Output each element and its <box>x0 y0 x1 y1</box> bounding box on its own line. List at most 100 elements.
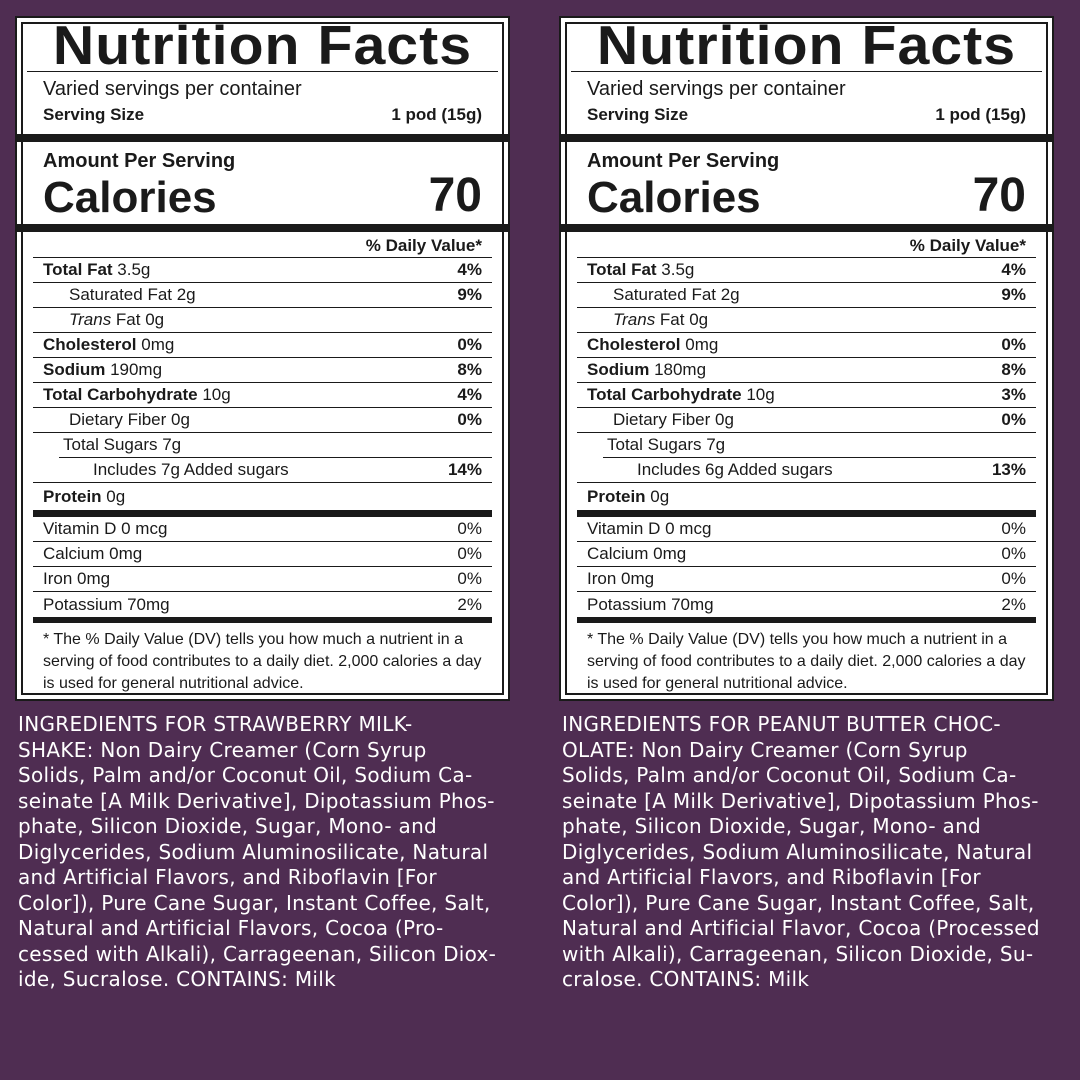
nutrient-amount: Fat 0g <box>111 310 165 329</box>
nutrient-row-dietary-fiber: Dietary Fiber 0g 0% <box>33 408 492 433</box>
nutrition-facts-title: Nutrition Facts <box>596 14 1017 76</box>
nutrient-row-total-fat: Total Fat 3.5g 4% <box>33 258 492 283</box>
nutrient-amount: 190mg <box>105 360 163 379</box>
nutrient-amount: 0g <box>101 486 126 506</box>
nutrient-row-trans-fat: Trans Fat 0g <box>33 308 492 333</box>
nutrient-dv: 13% <box>991 460 1026 479</box>
nutrient-row-dietary-fiber: Dietary Fiber 0g 0% <box>577 408 1036 433</box>
nutrient-dv: 0% <box>1001 410 1026 429</box>
amount-per-serving: Amount Per Serving <box>587 150 780 172</box>
vitamin-row-potassium: Potassium 70mg 2% <box>577 592 1036 617</box>
nutrient-row-total-carbohydrate: Total Carbohydrate 10g 3% <box>577 383 1036 408</box>
nutrient-row-protein: Protein 0g <box>33 483 492 510</box>
vitamin-name: Iron 0mg <box>43 569 111 588</box>
vitamin-dv: 0% <box>1001 569 1026 588</box>
serving-size-row: Serving Size 1 pod (15g) <box>571 103 1042 132</box>
calories-row: Calories 70 <box>27 168 498 220</box>
nutrient-amount: 0g <box>645 486 670 506</box>
vitamin-dv: 0% <box>457 544 482 563</box>
nutrient-dv: 3% <box>1001 385 1026 404</box>
servings-per-container: Varied servings per container <box>587 78 846 100</box>
nutrient-row-added-sugars: Includes 7g Added sugars 14% <box>33 458 492 483</box>
nutrient-row-total-sugars: Total Sugars 7g <box>59 433 492 458</box>
vitamin-dv: 0% <box>1001 519 1026 538</box>
nutrient-row-sodium: Sodium 190mg 8% <box>33 358 492 383</box>
nutrient-name: Saturated Fat 2g <box>69 285 196 304</box>
nutrition-label-left: Nutrition Facts Varied servings per cont… <box>15 16 510 701</box>
nutrient-row-protein: Protein 0g <box>577 483 1036 510</box>
daily-value-footnote: * The % Daily Value (DV) tells you how m… <box>587 631 1026 692</box>
nutrient-amount: 0mg <box>136 335 175 354</box>
vitamin-name: Iron 0mg <box>587 569 655 588</box>
nutrient-row-total-sugars: Total Sugars 7g <box>603 433 1036 458</box>
calories-label: Calories <box>587 173 761 222</box>
daily-value-header: % Daily Value* <box>909 236 1026 255</box>
nutrient-dv: 9% <box>1001 285 1026 304</box>
serving-size-label: Serving Size <box>43 105 145 124</box>
ingredients-peanut-butter-chocolate: INGREDIENTS FOR PEANUT BUTTER CHOC- OLAT… <box>562 712 1040 991</box>
nutrient-name: Total Carbohydrate <box>43 385 198 404</box>
nutrient-amount: 3.5g <box>656 260 695 279</box>
nutrient-row-cholesterol: Cholesterol 0mg 0% <box>577 333 1036 358</box>
calories-value: 70 <box>428 169 482 222</box>
vitamin-dv: 0% <box>457 569 482 588</box>
servings-per-container: Varied servings per container <box>43 78 302 100</box>
nutrient-name: Sodium <box>587 360 650 379</box>
nutrition-label-right: Nutrition Facts Varied servings per cont… <box>559 16 1054 701</box>
nutrient-row-cholesterol: Cholesterol 0mg 0% <box>33 333 492 358</box>
nutrient-name: Saturated Fat 2g <box>613 285 740 304</box>
serving-size-value: 1 pod (15g) <box>935 105 1026 124</box>
nutrient-name: Total Carbohydrate <box>587 385 742 404</box>
serving-size-label: Serving Size <box>587 105 689 124</box>
nutrient-name: Sodium <box>43 360 106 379</box>
vitamin-dv: 0% <box>1001 544 1026 563</box>
nutrition-facts-title: Nutrition Facts <box>52 14 473 76</box>
nutrient-name: Total Sugars 7g <box>607 435 726 454</box>
nutrient-name: Protein <box>587 486 646 506</box>
nutrient-row-added-sugars: Includes 6g Added sugars 13% <box>577 458 1036 483</box>
nutrient-name: Dietary Fiber 0g <box>69 410 190 429</box>
vitamin-row-calcium: Calcium 0mg 0% <box>33 542 492 567</box>
daily-value-header: % Daily Value* <box>365 236 482 255</box>
vitamin-dv: 0% <box>457 519 482 538</box>
nutrient-dv: 9% <box>457 285 482 304</box>
calories-label: Calories <box>43 173 217 222</box>
nutrient-dv: 8% <box>1001 360 1026 379</box>
vitamin-row-iron: Iron 0mg 0% <box>33 567 492 592</box>
vitamin-name: Potassium 70mg <box>43 594 170 614</box>
nutrient-row-total-carbohydrate: Total Carbohydrate 10g 4% <box>33 383 492 408</box>
nutrient-name: Protein <box>43 486 102 506</box>
nutrient-name: Total Sugars 7g <box>63 435 182 454</box>
nutrient-row-saturated-fat: Saturated Fat 2g 9% <box>577 283 1036 308</box>
vitamin-name: Calcium 0mg <box>587 544 687 563</box>
nutrient-name: Includes 6g Added sugars <box>637 460 833 479</box>
nutrient-name: Dietary Fiber 0g <box>613 410 734 429</box>
vitamin-name: Calcium 0mg <box>43 544 143 563</box>
nutrient-amount: 180mg <box>649 360 707 379</box>
nutrient-row-total-fat: Total Fat 3.5g 4% <box>577 258 1036 283</box>
nutrient-amount: 10g <box>741 385 775 404</box>
nutrient-name: Total Fat <box>43 260 113 279</box>
nutrient-dv: 0% <box>457 410 482 429</box>
nutrient-name: Includes 7g Added sugars <box>93 460 289 479</box>
vitamin-row-vitamin-d: Vitamin D 0 mcg 0% <box>577 517 1036 542</box>
amount-per-serving: Amount Per Serving <box>43 150 236 172</box>
nutrient-dv: 14% <box>447 460 482 479</box>
nutrient-dv: 4% <box>457 385 482 404</box>
vitamin-name: Vitamin D 0 mcg <box>43 519 168 538</box>
nutrient-name: Trans <box>613 310 656 329</box>
calories-row: Calories 70 <box>571 168 1042 220</box>
vitamin-row-vitamin-d: Vitamin D 0 mcg 0% <box>33 517 492 542</box>
nutrient-dv: 8% <box>457 360 482 379</box>
serving-size-row: Serving Size 1 pod (15g) <box>27 103 498 132</box>
nutrient-name: Cholesterol <box>43 335 137 354</box>
vitamin-row-potassium: Potassium 70mg 2% <box>33 592 492 617</box>
vitamin-row-iron: Iron 0mg 0% <box>577 567 1036 592</box>
vitamin-name: Vitamin D 0 mcg <box>587 519 712 538</box>
serving-size-value: 1 pod (15g) <box>391 105 482 124</box>
nutrient-row-sodium: Sodium 180mg 8% <box>577 358 1036 383</box>
nutrient-dv: 4% <box>457 260 482 279</box>
nutrient-dv: 0% <box>1001 335 1026 354</box>
daily-value-footnote: * The % Daily Value (DV) tells you how m… <box>43 631 482 692</box>
nutrient-name: Total Fat <box>587 260 657 279</box>
